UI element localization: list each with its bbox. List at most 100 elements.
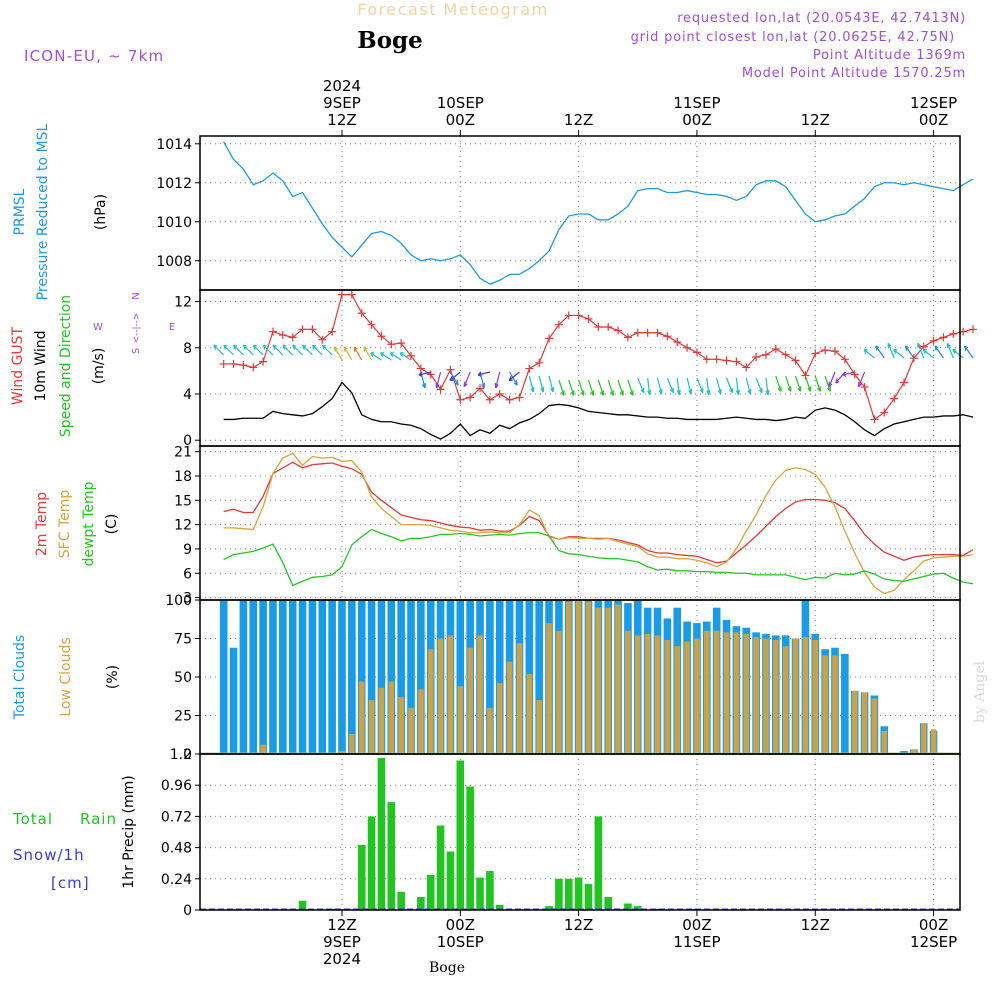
wind-arrow xyxy=(538,375,544,393)
temp-label-2m: 2m Temp xyxy=(34,492,50,556)
gust-marker xyxy=(347,290,356,299)
cloud-low-bar xyxy=(349,733,355,754)
wind-arrow xyxy=(478,371,491,376)
series-gust-line xyxy=(223,294,974,421)
wind-arrow xyxy=(449,371,459,386)
gust-marker xyxy=(407,351,416,360)
wind-arrow-head xyxy=(640,387,645,394)
gust-marker xyxy=(850,370,859,379)
wind-arrow-head xyxy=(580,390,585,396)
wind-arrow-head xyxy=(379,352,385,357)
wind-arrow-head xyxy=(807,386,812,392)
wind-arrow xyxy=(435,371,442,389)
cloud-low-bar xyxy=(802,636,809,754)
cloud-total-bar xyxy=(900,750,908,754)
wind-arrow xyxy=(858,371,866,387)
wind-arrow xyxy=(353,346,363,361)
cloud-low-bar xyxy=(447,635,454,754)
precip-bar xyxy=(397,891,405,910)
gust-marker xyxy=(663,332,672,341)
wind-arrow-head xyxy=(875,345,880,351)
wind-arrow xyxy=(568,379,575,396)
gust-marker xyxy=(604,322,613,331)
wind-arrow xyxy=(508,371,520,381)
cloud-total-bar xyxy=(841,653,849,754)
wind-arrow-head xyxy=(321,344,326,350)
wind-arrow xyxy=(814,375,821,392)
wind-arrow-head xyxy=(934,345,939,351)
pressure-labels: PRMSL Pressure Reduced to MSL (hPa) xyxy=(12,123,109,300)
gust-marker xyxy=(939,333,948,342)
wind-arrow xyxy=(587,379,595,396)
cloud-low-bar xyxy=(526,673,533,754)
gust-marker xyxy=(545,334,554,343)
cloud-low-bar xyxy=(546,623,552,754)
wind-arrow xyxy=(765,377,769,395)
wind-arrow-head xyxy=(223,344,228,350)
series-2m-temp-line xyxy=(223,461,974,564)
wind-arrow xyxy=(399,352,412,361)
precip-bar xyxy=(555,878,563,910)
wind-arrow-head xyxy=(676,389,681,396)
xtick-label-top: 10SEP xyxy=(437,94,484,112)
ytick-label-temp: 6 xyxy=(183,566,192,582)
wind-arrow-head xyxy=(747,388,752,395)
gust-marker xyxy=(387,340,396,349)
cloud-total-bar xyxy=(367,600,376,754)
gust-marker xyxy=(633,328,642,337)
wind-arrow-head xyxy=(399,352,404,357)
wind-arrow-head xyxy=(647,389,652,396)
wind-arrow xyxy=(233,344,244,356)
precip-bar xyxy=(545,906,553,910)
wind-arrow xyxy=(243,344,254,356)
wind-arrow xyxy=(558,379,565,396)
cloud-low-bar xyxy=(763,638,769,754)
gust-marker xyxy=(949,329,958,338)
precip-label-cm: [cm] xyxy=(51,874,90,892)
plot-area: 1008101010121014048123691215182102550751… xyxy=(156,77,978,968)
cloud-label-low: Low Clouds xyxy=(58,637,74,716)
xtick-label-bottom: 9SEP xyxy=(323,933,361,951)
cloud-low-bar xyxy=(930,729,937,754)
cloud-low-bar xyxy=(565,601,572,754)
gust-marker xyxy=(219,359,228,368)
wind-label-gust: Wind GUST xyxy=(10,326,26,405)
wind-arrow-head xyxy=(560,390,565,396)
cloud-total-bar xyxy=(249,600,258,754)
wind-arrow-head xyxy=(863,348,868,354)
cloud-total-bar xyxy=(239,600,248,754)
title-faded: Forecast Meteogram xyxy=(357,0,548,19)
gust-marker xyxy=(752,353,761,362)
wind-arrow-head xyxy=(817,386,821,392)
wind-arrow-head xyxy=(787,386,792,392)
cloud-total-bar xyxy=(269,600,277,754)
compass-s: S xyxy=(131,348,142,354)
precip-bar xyxy=(466,786,474,910)
precip-labels: Total Rain Snow/1h [cm] 1hr Precip (mm) xyxy=(12,775,137,892)
cloud-low-bar xyxy=(467,647,473,754)
wind-arrow xyxy=(509,371,518,386)
ytick-label-temp: 18 xyxy=(174,469,192,485)
wind-arrow-head xyxy=(302,344,307,350)
wind-arrow xyxy=(656,377,663,395)
wind-arrow xyxy=(272,344,284,356)
wind-arrow-head xyxy=(717,388,722,395)
precip-label-snow: Snow/1h xyxy=(13,846,85,864)
cloud-total-bar xyxy=(338,600,346,754)
ytick-label-temp: 15 xyxy=(174,493,192,509)
wind-arrow-head xyxy=(835,378,840,384)
wind-arrow-head xyxy=(213,344,218,350)
wind-arrow xyxy=(887,343,895,359)
cloud-low-bar xyxy=(260,744,266,754)
cloud-low-bar xyxy=(911,749,917,754)
ytick-label-precip: 0 xyxy=(183,903,192,919)
wind-arrow-head xyxy=(735,389,740,396)
wind-arrow xyxy=(794,375,802,392)
wind-arrow xyxy=(333,346,343,361)
cloud-low-bar xyxy=(851,690,858,754)
wind-label-10m: 10m Wind xyxy=(33,330,49,401)
cloud-low-bar xyxy=(585,601,592,754)
precip-bar xyxy=(476,877,484,910)
gust-marker xyxy=(337,290,346,299)
cloud-total-bar xyxy=(377,600,386,754)
